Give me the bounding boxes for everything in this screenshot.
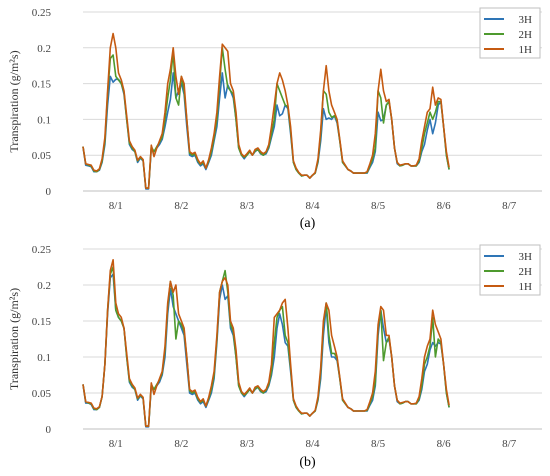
legend-label: 1H	[519, 281, 533, 293]
y-tick-label: 0.05	[32, 388, 52, 400]
x-tick-label: 8/1	[109, 200, 123, 212]
x-tick-label: 8/4	[305, 200, 320, 212]
x-tick-label: 8/3	[240, 438, 255, 450]
legend-label: 2H	[519, 29, 533, 41]
x-tick-label: 8/7	[502, 438, 517, 450]
y-tick-label: 0.15	[32, 316, 52, 328]
legend-label: 2H	[519, 266, 533, 278]
series-line-1h	[82, 259, 450, 427]
x-tick-label: 8/1	[109, 438, 123, 450]
x-tick-label: 8/5	[371, 200, 386, 212]
x-tick-label: 8/2	[174, 200, 188, 212]
x-tick-label: 8/7	[502, 200, 517, 212]
y-tick-label: 0.05	[32, 150, 52, 162]
y-tick-label: 0.25	[32, 7, 52, 19]
y-tick-label: 0.1	[37, 352, 51, 364]
x-tick-label: 8/6	[437, 200, 452, 212]
legend-label: 1H	[519, 44, 533, 56]
x-tick-label: 8/6	[437, 438, 452, 450]
y-tick-label: 0	[46, 424, 52, 436]
legend-label: 3H	[519, 14, 533, 26]
x-tick-label: 8/3	[240, 200, 255, 212]
y-tick-label: 0	[46, 186, 52, 198]
series-line-2h	[82, 266, 450, 427]
y-tick-label: 0.1	[37, 114, 51, 126]
y-tick-label: 0.2	[37, 280, 51, 292]
y-tick-label: 0.2	[37, 43, 51, 55]
series-line-2h	[82, 47, 450, 189]
y-axis-label: Transpiration (g/m²s)	[7, 50, 21, 152]
y-tick-label: 0.15	[32, 79, 52, 91]
legend: 3H 2H 1H	[479, 7, 541, 59]
y-axis-label: Transpiration (g/m²s)	[7, 288, 21, 390]
legend-label: 3H	[519, 251, 533, 263]
series-line-3h	[82, 273, 450, 428]
series-line-1h	[82, 32, 450, 189]
legend: 3H 2H 1H	[479, 244, 541, 296]
panel-label: (a)	[300, 216, 316, 231]
panel-label: (b)	[299, 455, 316, 470]
x-tick-label: 8/2	[174, 438, 188, 450]
chart-panel-b: 0 0.05 0.1 0.15 0.2 0.25 Transpiration (g/m²s)…	[7, 244, 542, 470]
series-line-3h	[82, 72, 450, 190]
x-tick-label: 8/5	[371, 438, 386, 450]
chart-panel-a: 0 0.05 0.1 0.15 0.2 0.25 Transpiration (g/m²s)…	[7, 7, 542, 231]
x-tick-label: 8/4	[305, 438, 320, 450]
y-tick-label: 0.25	[32, 244, 52, 256]
